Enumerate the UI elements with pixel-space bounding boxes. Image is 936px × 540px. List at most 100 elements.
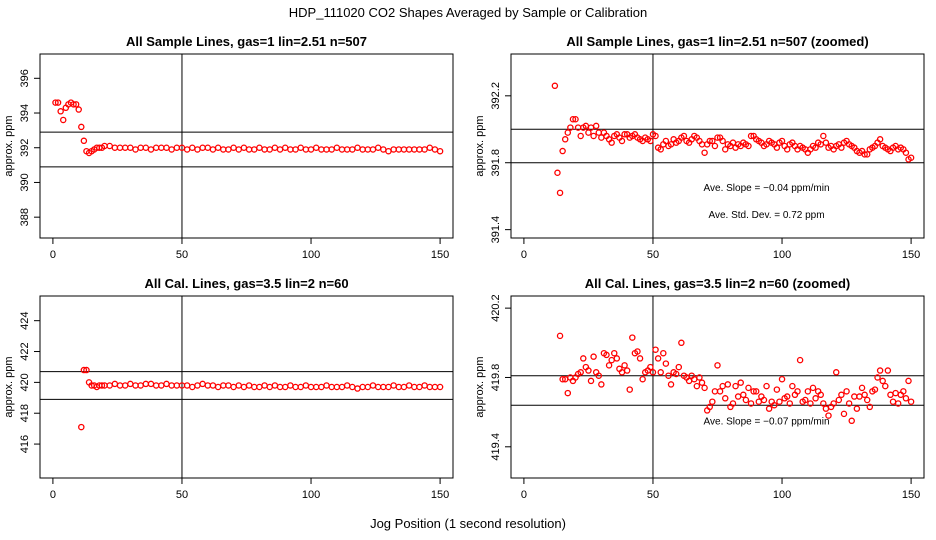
data-point [732, 382, 739, 390]
data-point [142, 380, 150, 388]
data-point [812, 395, 819, 402]
data-point [665, 372, 672, 379]
data-point [354, 144, 361, 151]
y-axis-label: approx. ppm [474, 115, 486, 176]
data-point [168, 146, 175, 153]
data-point [312, 144, 320, 151]
data-point [618, 137, 626, 145]
data-point [613, 355, 621, 362]
data-point [592, 122, 600, 130]
annotation-text: Ave. Slope = −0.04 ppm/min [704, 183, 830, 194]
data-point [711, 142, 719, 150]
data-point [121, 144, 129, 151]
data-point [173, 144, 181, 151]
data-point [693, 382, 701, 390]
data-point [318, 383, 325, 391]
data-point [343, 146, 351, 153]
data-point [307, 146, 315, 153]
data-point [147, 146, 155, 153]
data-point [132, 146, 139, 153]
annotation-text: Ave. Slope = −0.07 ppm/min [704, 416, 830, 427]
data-point [577, 132, 584, 140]
data-point [416, 146, 423, 153]
x-tick-label: 0 [521, 249, 527, 261]
x-tick-label: 150 [431, 489, 449, 501]
data-point [822, 405, 830, 412]
data-point [70, 101, 77, 108]
data-point [807, 400, 814, 407]
data-point [835, 396, 843, 404]
data-point [832, 369, 840, 376]
data-point [354, 385, 361, 392]
data-point [121, 382, 129, 389]
data-point [590, 132, 597, 140]
data-point [343, 382, 351, 389]
data-point [660, 349, 667, 357]
data-point [364, 146, 372, 153]
data-point [235, 146, 243, 153]
data-point [783, 393, 791, 400]
data-point [80, 137, 88, 145]
data-point [349, 146, 356, 153]
data-point [333, 144, 341, 151]
data-point [848, 417, 855, 425]
data-point [405, 382, 413, 389]
data-point [214, 383, 222, 391]
y-tick-label: 396 [19, 69, 31, 87]
data-point [892, 389, 899, 397]
data-point [853, 405, 861, 412]
data-point [747, 132, 755, 140]
data-point [709, 398, 716, 405]
data-point [359, 146, 366, 153]
data-point [794, 388, 801, 395]
data-point [861, 151, 868, 158]
data-point [225, 146, 232, 153]
data-point [884, 367, 892, 374]
data-point [297, 144, 304, 151]
plot-frame [39, 53, 454, 239]
data-point [647, 363, 654, 371]
data-point [199, 144, 206, 151]
data-point [709, 137, 716, 145]
y-tick-label: 419.4 [490, 433, 502, 461]
panel-title: All Sample Lines, gas=1 lin=2.51 n=507 (… [566, 34, 868, 49]
data-point [626, 386, 633, 393]
panel-cal-lines-zoomed: All Cal. Lines, gas=3.5 lin=2 n=60 (zoom… [474, 276, 925, 501]
data-point [374, 144, 382, 151]
x-tick-label: 50 [647, 249, 659, 261]
data-point [809, 384, 817, 392]
data-point [621, 362, 628, 369]
data-point [183, 146, 191, 153]
data-point [595, 129, 603, 136]
data-point [551, 82, 559, 90]
data-point [158, 144, 165, 151]
data-point [168, 382, 175, 389]
data-point [623, 367, 631, 374]
data-point [590, 353, 597, 360]
y-tick-label: 394 [19, 104, 31, 122]
y-axis-label: approx. ppm [3, 115, 15, 176]
data-point [719, 382, 726, 390]
data-point [629, 334, 636, 341]
data-point [209, 146, 217, 153]
data-point [111, 380, 119, 388]
data-point [714, 134, 721, 141]
data-point [163, 380, 170, 388]
data-point [608, 356, 615, 364]
x-tick-label: 50 [176, 489, 188, 501]
data-point [147, 380, 155, 388]
x-tick-label: 150 [902, 489, 920, 501]
data-point [240, 144, 248, 151]
panel-cal-lines: All Cal. Lines, gas=3.5 lin=2 n=60 0 50 100… [3, 276, 454, 501]
data-point [556, 332, 564, 340]
y-tick-label: 391.4 [490, 216, 502, 244]
data-point [189, 383, 196, 391]
data-point [778, 375, 786, 383]
data-point [564, 389, 572, 397]
data-point [804, 388, 812, 395]
data-point [323, 146, 330, 153]
data-point [250, 383, 258, 391]
data-point [737, 379, 744, 386]
data-point [385, 147, 392, 155]
